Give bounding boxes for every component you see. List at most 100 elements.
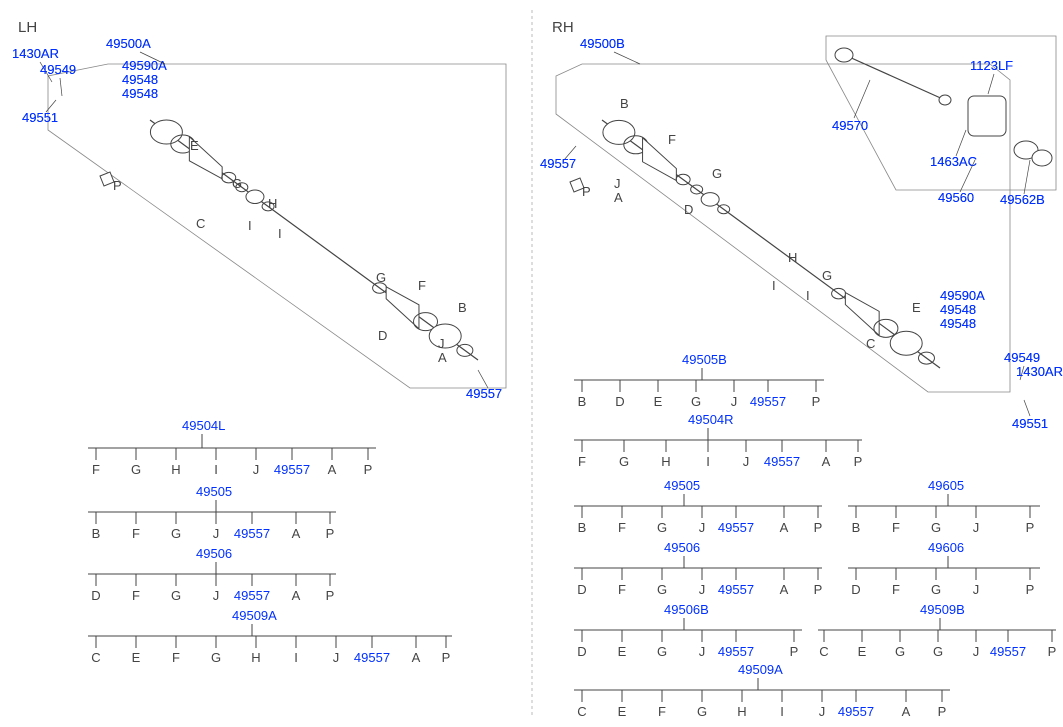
bracket-item-49557[interactable]: 49557 bbox=[718, 520, 754, 535]
bracket-title-link-49606[interactable]: 49606 bbox=[928, 540, 964, 555]
part-code-49548[interactable]: 49548 bbox=[940, 302, 976, 317]
part-code-49500B[interactable]: 49500B bbox=[580, 36, 625, 51]
bracket-item-C: C bbox=[91, 650, 100, 665]
part-code-1123LF[interactable]: 1123LF bbox=[970, 58, 1013, 73]
part-link-49562B[interactable]: 49562B49562B bbox=[1000, 192, 1045, 207]
bracket-title-49605[interactable]: 49605 bbox=[928, 478, 964, 493]
part-link-49590A[interactable]: 49590A49590A bbox=[122, 58, 167, 73]
bracket-title-link-49506B[interactable]: 49506B bbox=[664, 602, 709, 617]
bracket-title-link-49509B[interactable]: 49509B bbox=[920, 602, 965, 617]
part-link-49560[interactable]: 4956049560 bbox=[938, 190, 974, 205]
bracket-title-link-49509A[interactable]: 49509A bbox=[738, 662, 783, 677]
part-code-49557[interactable]: 49557 bbox=[466, 386, 502, 401]
part-code-1430AR[interactable]: 1430AR bbox=[12, 46, 59, 61]
part-code-1463AC[interactable]: 1463AC bbox=[930, 154, 977, 169]
part-link-49557[interactable]: 49557 bbox=[718, 520, 754, 535]
part-link-49551[interactable]: 4955149551 bbox=[1012, 416, 1048, 431]
bracket-title-49504R[interactable]: 49504R bbox=[688, 412, 734, 427]
part-link-49548[interactable]: 4954849548 bbox=[940, 316, 976, 331]
bracket-title-49606[interactable]: 49606 bbox=[928, 540, 964, 555]
bracket-item-D: D bbox=[91, 588, 100, 603]
part-link-49549[interactable]: 4954949549 bbox=[1004, 350, 1040, 365]
bracket-title-49506[interactable]: 49506 bbox=[664, 540, 700, 555]
bracket-item-A: A bbox=[412, 650, 421, 665]
part-link-1463AC[interactable]: 1463AC1463AC bbox=[930, 154, 977, 169]
bracket-title-link-49509A[interactable]: 49509A bbox=[232, 608, 277, 623]
part-code-49548[interactable]: 49548 bbox=[122, 72, 158, 87]
bracket-item-I: I bbox=[214, 462, 218, 477]
bracket-title-link-49506[interactable]: 49506 bbox=[196, 546, 232, 561]
part-link-49557[interactable]: 49557 bbox=[354, 650, 390, 665]
part-link-49557[interactable]: 49557 bbox=[234, 526, 270, 541]
part-code-49551[interactable]: 49551 bbox=[22, 110, 58, 125]
part-link-49557[interactable]: 4955749557 bbox=[540, 156, 576, 171]
part-code-49557[interactable]: 49557 bbox=[540, 156, 576, 171]
part-link-49557[interactable]: 49557 bbox=[274, 462, 310, 477]
part-link-49548[interactable]: 4954849548 bbox=[122, 86, 158, 101]
part-link-49548[interactable]: 4954849548 bbox=[940, 302, 976, 317]
part-code-1430AR[interactable]: 1430AR bbox=[1016, 364, 1063, 379]
part-link-49557[interactable]: 49557 bbox=[750, 394, 786, 409]
bracket-title-49505[interactable]: 49505 bbox=[196, 484, 232, 499]
bracket-item-J: J bbox=[213, 588, 220, 603]
part-link-49500A[interactable]: 49500A49500A bbox=[106, 36, 151, 51]
bracket-title-49509A[interactable]: 49509A bbox=[738, 662, 783, 677]
bracket-title-49506B[interactable]: 49506B bbox=[664, 602, 709, 617]
part-link-49590A[interactable]: 49590A49590A bbox=[940, 288, 985, 303]
part-code-49551[interactable]: 49551 bbox=[1012, 416, 1048, 431]
bracket-item-49557[interactable]: 49557 bbox=[354, 650, 390, 665]
bracket-item-49557[interactable]: 49557 bbox=[274, 462, 310, 477]
part-link-49557[interactable]: 49557 bbox=[718, 582, 754, 597]
bracket-title-link-49504L[interactable]: 49504L bbox=[182, 418, 225, 433]
part-link-49557[interactable]: 49557 bbox=[718, 644, 754, 659]
bracket-title-49505[interactable]: 49505 bbox=[664, 478, 700, 493]
part-link-49551[interactable]: 4955149551 bbox=[22, 110, 58, 125]
bracket-item-I: I bbox=[294, 650, 298, 665]
bracket-title-link-49504R[interactable]: 49504R bbox=[688, 412, 734, 427]
part-link-49557[interactable]: 4955749557 bbox=[466, 386, 502, 401]
bracket-title-49505B[interactable]: 49505B bbox=[682, 352, 727, 367]
part-code-49500A[interactable]: 49500A bbox=[106, 36, 151, 51]
part-link-1430AR[interactable]: 1430AR1430AR bbox=[1016, 364, 1063, 379]
part-link-1123LF[interactable]: 1123LF1123LF bbox=[970, 58, 1013, 73]
part-link-49549[interactable]: 4954949549 bbox=[40, 62, 76, 77]
part-link-1430AR[interactable]: 1430AR1430AR bbox=[12, 46, 59, 61]
bracket-item-49557[interactable]: 49557 bbox=[234, 526, 270, 541]
bracket-title-link-49505[interactable]: 49505 bbox=[664, 478, 700, 493]
bracket-title-link-49506[interactable]: 49506 bbox=[664, 540, 700, 555]
bracket-item-P: P bbox=[1026, 520, 1035, 535]
part-code-49560[interactable]: 49560 bbox=[938, 190, 974, 205]
bracket-item-49557[interactable]: 49557 bbox=[764, 454, 800, 469]
callout-letter-I: I bbox=[248, 218, 252, 233]
part-code-49570[interactable]: 49570 bbox=[832, 118, 868, 133]
bracket-title-link-49505B[interactable]: 49505B bbox=[682, 352, 727, 367]
bracket-item-J: J bbox=[973, 520, 980, 535]
bracket-title-link-49505[interactable]: 49505 bbox=[196, 484, 232, 499]
part-link-49548[interactable]: 4954849548 bbox=[122, 72, 158, 87]
part-code-49562B[interactable]: 49562B bbox=[1000, 192, 1045, 207]
bracket-title-49509A[interactable]: 49509A bbox=[232, 608, 277, 623]
bracket-item-49557[interactable]: 49557 bbox=[718, 644, 754, 659]
bracket-item-49557[interactable]: 49557 bbox=[838, 704, 874, 719]
part-code-49549[interactable]: 49549 bbox=[1004, 350, 1040, 365]
part-link-49557[interactable]: 49557 bbox=[764, 454, 800, 469]
part-code-49548[interactable]: 49548 bbox=[940, 316, 976, 331]
bracket-item-G: G bbox=[131, 462, 141, 477]
part-code-49549[interactable]: 49549 bbox=[40, 62, 76, 77]
part-link-49570[interactable]: 4957049570 bbox=[832, 118, 868, 133]
part-code-49548[interactable]: 49548 bbox=[122, 86, 158, 101]
part-link-49500B[interactable]: 49500B49500B bbox=[580, 36, 625, 51]
bracket-title-link-49605[interactable]: 49605 bbox=[928, 478, 964, 493]
bracket-title-49504L[interactable]: 49504L bbox=[182, 418, 225, 433]
bracket-item-49557[interactable]: 49557 bbox=[234, 588, 270, 603]
part-link-49557[interactable]: 49557 bbox=[990, 644, 1026, 659]
part-code-49590A[interactable]: 49590A bbox=[122, 58, 167, 73]
part-code-49590A[interactable]: 49590A bbox=[940, 288, 985, 303]
bracket-title-49509B[interactable]: 49509B bbox=[920, 602, 965, 617]
bracket-item-49557[interactable]: 49557 bbox=[750, 394, 786, 409]
bracket-item-49557[interactable]: 49557 bbox=[990, 644, 1026, 659]
part-link-49557[interactable]: 49557 bbox=[838, 704, 874, 719]
part-link-49557[interactable]: 49557 bbox=[234, 588, 270, 603]
bracket-title-49506[interactable]: 49506 bbox=[196, 546, 232, 561]
bracket-item-49557[interactable]: 49557 bbox=[718, 582, 754, 597]
